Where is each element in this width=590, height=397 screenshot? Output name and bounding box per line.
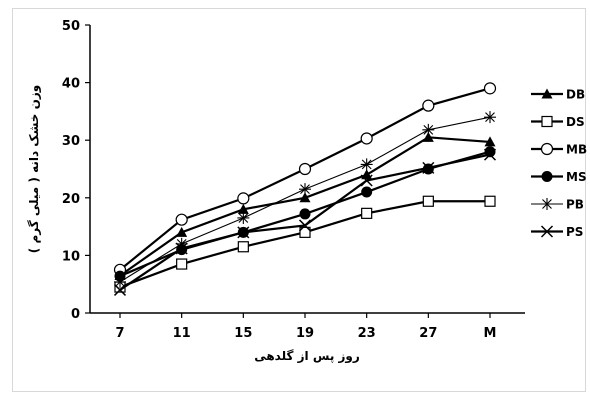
data-point-mb	[237, 192, 250, 205]
y-tick-label: 20	[62, 192, 80, 207]
data-point-db	[299, 192, 311, 203]
data-point-pb	[360, 158, 373, 171]
data-point-ms	[361, 186, 373, 198]
y-axis-title: وزن خشک دانه ( میلی گرم )	[27, 85, 42, 253]
x-axis-title: روز پس از گلدهی	[254, 349, 360, 364]
data-point-ds	[484, 195, 496, 207]
data-point-mb	[298, 162, 312, 176]
legend-marker	[540, 142, 554, 156]
legend-marker	[541, 88, 553, 99]
x-tick-label: 27	[419, 326, 437, 341]
legend-item-ps: PS	[531, 225, 583, 239]
data-point-db	[484, 136, 496, 147]
y-tick-label: 0	[71, 307, 80, 322]
data-point-ps	[237, 226, 250, 239]
data-point-db	[361, 169, 373, 180]
y-tick-label: 40	[62, 77, 80, 92]
legend-item-mb: MB	[531, 143, 587, 157]
chart-frame	[12, 8, 586, 392]
data-point-ds	[361, 207, 373, 219]
data-point-ds	[422, 195, 434, 207]
data-point-ps	[483, 148, 497, 161]
y-ticks-group: 0 10 20 30 40 50	[62, 19, 90, 322]
data-point-pb	[484, 111, 496, 124]
data-point-ps	[175, 242, 188, 255]
data-point-db	[422, 131, 434, 142]
data-point-db	[176, 226, 188, 237]
data-point-mb	[175, 213, 188, 226]
legend-marker	[541, 171, 553, 182]
legend: DB DS MB MS PB PS	[531, 88, 587, 239]
data-point-ms	[299, 208, 311, 220]
data-point-ds	[299, 226, 311, 238]
data-point-ps	[360, 174, 373, 187]
y-tick-label: 50	[62, 19, 80, 34]
legend-item-db: DB	[531, 88, 585, 102]
x-tick-label: 7	[115, 326, 124, 341]
data-point-pb	[422, 123, 435, 136]
series-group	[113, 82, 497, 296]
data-point-pb	[114, 275, 126, 288]
legend-label: MS	[566, 170, 587, 184]
data-point-ds	[237, 241, 249, 253]
legend-item-pb: PB	[531, 198, 584, 212]
data-point-pb	[175, 237, 188, 250]
series-line-mb	[119, 87, 491, 271]
data-point-mb	[422, 99, 435, 112]
x-tick-label: 19	[296, 326, 314, 341]
data-point-ps	[113, 283, 127, 296]
data-point-ps	[298, 219, 312, 232]
data-point-mb	[360, 132, 373, 145]
axes-group	[89, 25, 525, 314]
legend-label: PS	[566, 225, 583, 239]
series-db	[114, 131, 496, 281]
data-point-db	[237, 203, 249, 214]
legend-label: MB	[566, 143, 587, 157]
legend-item-ms: MS	[531, 170, 587, 184]
legend-item-ds: DS	[531, 115, 585, 129]
legend-marker	[541, 115, 553, 128]
x-tick-label: 23	[358, 326, 376, 341]
legend-marker	[540, 225, 554, 238]
legend-label: DB	[566, 88, 585, 102]
data-point-ds	[176, 258, 188, 270]
y-tick-label: 30	[62, 134, 80, 149]
data-point-pb	[299, 183, 311, 196]
series-mb	[113, 82, 497, 276]
x-ticks-group: 7 11 15 19 23 27 M	[115, 313, 496, 341]
x-tick-label: 15	[234, 326, 252, 341]
series-pb	[114, 111, 496, 288]
legend-label: DS	[566, 115, 585, 129]
legend-label: PB	[566, 198, 584, 212]
data-point-mb	[483, 82, 497, 95]
x-tick-label: M	[484, 326, 497, 341]
series-line-db	[119, 136, 491, 277]
legend-marker	[541, 198, 553, 210]
series-ps	[113, 148, 497, 296]
data-point-ps	[422, 161, 435, 174]
y-tick-label: 10	[62, 249, 80, 264]
x-tick-label: 11	[173, 326, 191, 341]
data-point-pb	[237, 211, 250, 224]
